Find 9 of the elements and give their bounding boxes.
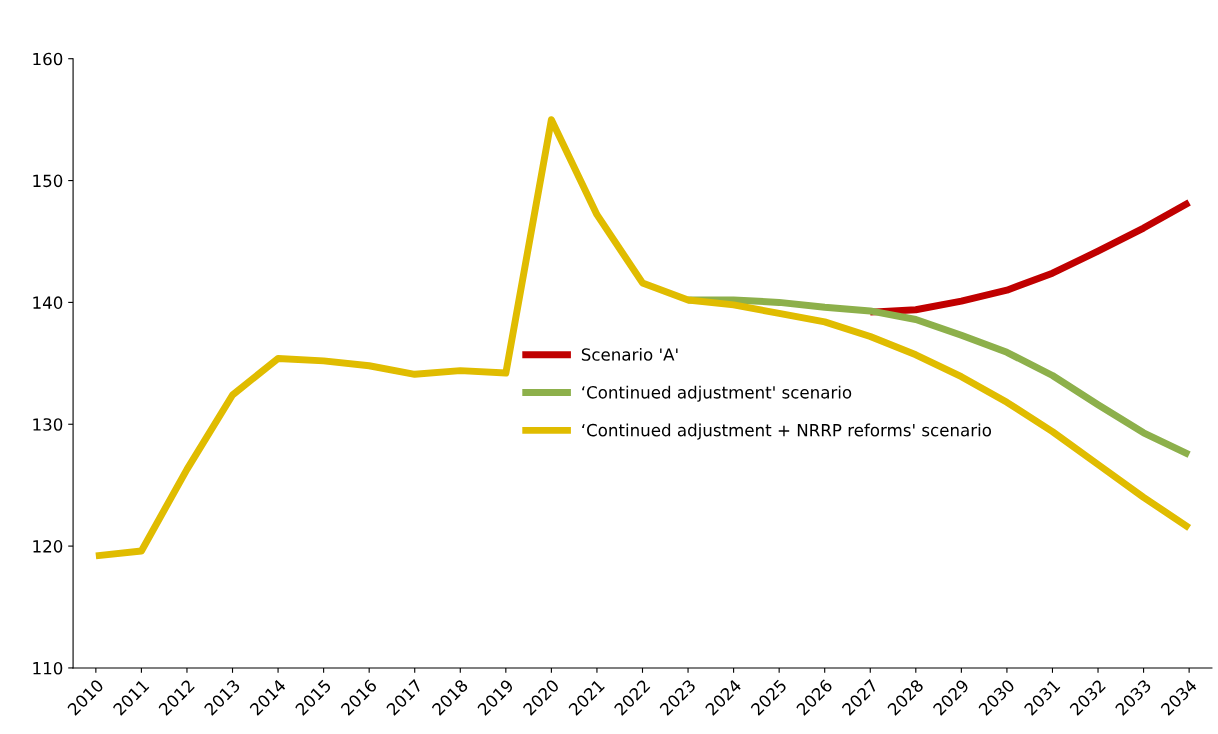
y-tick-label: 160: [33, 52, 63, 66]
y-tick-label: 150: [33, 174, 63, 188]
y-tick-label: 130: [33, 418, 63, 431]
legend-label: ‘Continued adjustment' scenario: [582, 385, 852, 402]
y-tick-label: 140: [33, 296, 63, 309]
legend-label: ‘Continued adjustment + NRRP reforms' scenario: [582, 423, 992, 440]
y-tick-label: 110: [33, 661, 63, 675]
legend-label: Scenario 'A': [581, 347, 678, 361]
y-tick-label: 120: [33, 540, 63, 553]
